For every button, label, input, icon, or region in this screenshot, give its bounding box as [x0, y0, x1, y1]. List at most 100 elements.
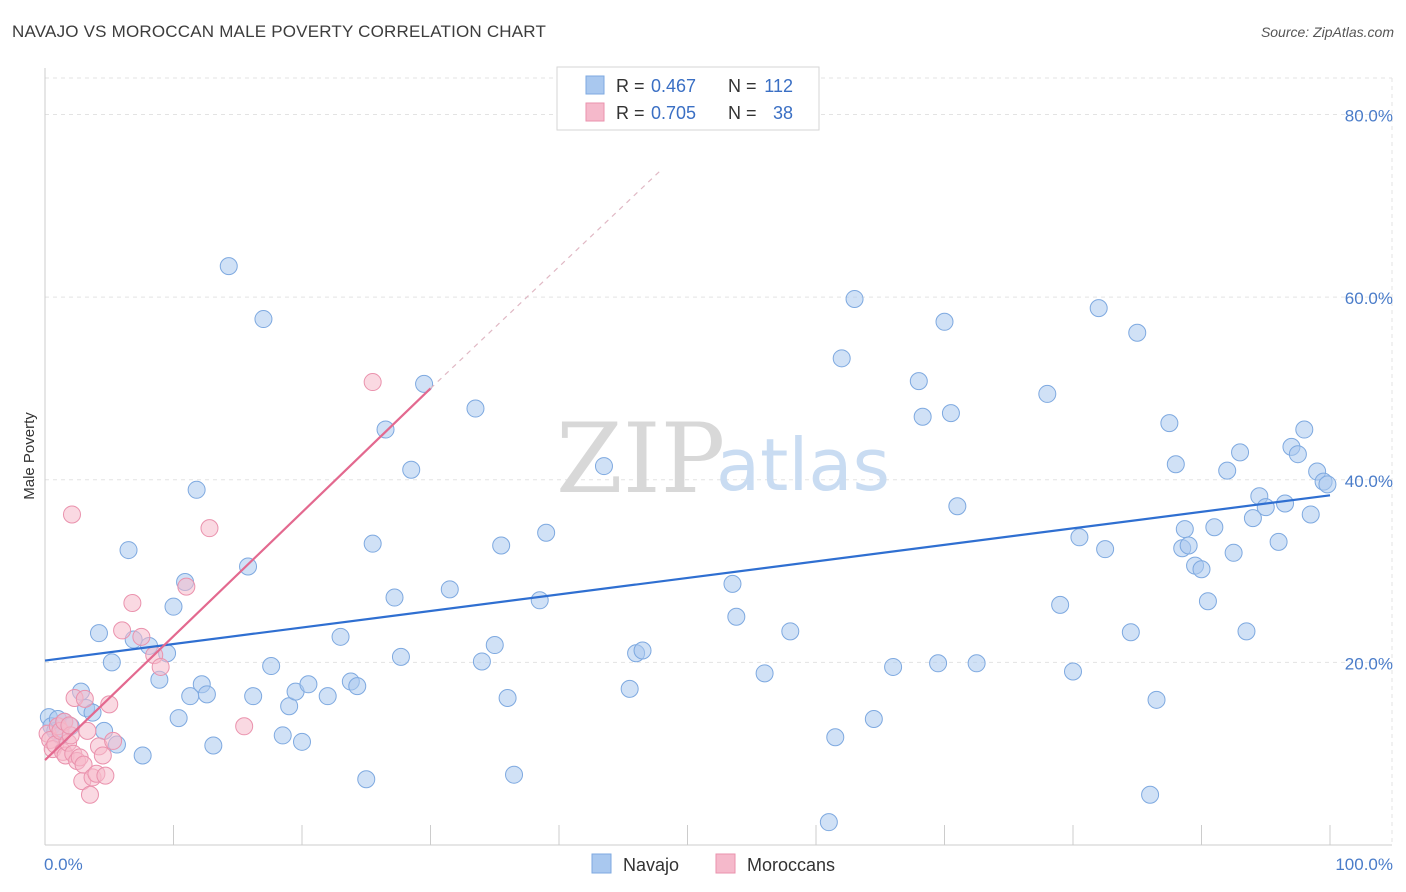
navajo-point — [723, 574, 742, 593]
navajo-point — [119, 541, 138, 560]
navajo-point — [864, 709, 883, 728]
legend-n-label: N = — [728, 103, 757, 123]
y-tick-label: 40.0% — [1345, 472, 1393, 491]
moroccans-trend-line — [44, 387, 432, 761]
navajo-point — [391, 647, 410, 666]
navajo-point — [244, 687, 263, 706]
navajo-point — [1243, 509, 1262, 528]
navajo-point — [935, 312, 954, 331]
y-tick-labels: 20.0% 40.0% 60.0% 80.0% — [1345, 107, 1393, 674]
navajo-point — [1192, 560, 1211, 579]
moroccans-point — [363, 373, 382, 392]
moroccans-trend-extension — [430, 168, 663, 389]
watermark-zip: ZIP — [556, 403, 725, 515]
navajo-point — [1038, 384, 1057, 403]
moroccans-point — [78, 721, 97, 740]
navajo-point — [1096, 540, 1115, 559]
navajo-point — [262, 657, 281, 676]
navajo-point — [1288, 445, 1307, 464]
navajo-point — [1160, 414, 1179, 433]
moroccans-point — [123, 594, 142, 613]
navajo-point — [1224, 543, 1243, 562]
navajo-point — [832, 349, 851, 368]
moroccans-point — [200, 519, 219, 538]
legend-n-label: N = — [728, 76, 757, 96]
moroccans-point — [151, 657, 170, 676]
y-tick-label: 80.0% — [1345, 107, 1393, 126]
navajo-point — [929, 654, 948, 673]
legend-n-value: 112 — [764, 76, 793, 96]
legend-r-value: 0.705 — [651, 103, 696, 123]
navajo-point — [781, 622, 800, 641]
navajo-point — [1166, 455, 1185, 474]
navajo-point — [472, 652, 491, 671]
navajo-point — [204, 736, 223, 755]
navajo-point — [293, 732, 311, 751]
navajo-point — [1198, 592, 1217, 611]
navajo-point — [299, 675, 318, 694]
moroccans-point — [132, 627, 151, 646]
moroccans-point — [60, 716, 79, 735]
navajo-point — [440, 580, 459, 599]
navajo-point — [169, 709, 188, 728]
moroccans-point — [75, 689, 94, 708]
moroccans-point — [113, 621, 132, 640]
legend-r-label: R = — [616, 76, 645, 96]
x-tick-label: 0.0% — [44, 855, 83, 874]
moroccans-point — [93, 746, 112, 765]
chart-source: Source: ZipAtlas.com — [1260, 24, 1394, 40]
navajo-point — [1089, 299, 1108, 318]
navajo-point — [1231, 443, 1250, 462]
navajo-point — [505, 765, 524, 784]
bottom-legend-label: Moroccans — [747, 855, 835, 875]
moroccans-point — [100, 695, 119, 714]
navajo-point — [755, 664, 774, 683]
navajo-point — [1070, 528, 1089, 547]
navajo-point — [1318, 475, 1337, 494]
navajo-point — [1218, 461, 1237, 480]
navajo-point — [620, 679, 639, 698]
navajo-point — [537, 523, 556, 542]
navajo-point — [331, 627, 350, 646]
navajo-point — [273, 726, 292, 745]
bottom-legend-swatch — [715, 853, 736, 874]
navajo-point — [1175, 520, 1194, 539]
bottom-legend: Navajo Moroccans — [591, 853, 835, 875]
navajo-point — [363, 534, 382, 553]
navajo-point — [357, 770, 376, 789]
legend-swatch — [585, 75, 605, 95]
moroccans-point — [104, 731, 123, 750]
y-tick-label: 20.0% — [1345, 654, 1393, 673]
moroccans-point — [96, 766, 115, 785]
navajo-point — [415, 374, 434, 393]
navajo-point — [594, 457, 613, 476]
watermark-atlas: atlas — [716, 423, 890, 507]
navajo-point — [826, 728, 845, 747]
bottom-legend-swatch — [591, 853, 612, 874]
navajo-point — [197, 685, 216, 704]
navajo-point — [727, 607, 746, 626]
navajo-trend-line — [44, 494, 1331, 662]
navajo-point — [1269, 532, 1288, 551]
chart-title: NAVAJO VS MOROCCAN MALE POVERTY CORRELAT… — [12, 22, 547, 41]
legend: R = 0.467 N = 112 R = 0.705 N = 38 — [556, 66, 820, 131]
navajo-point — [967, 654, 986, 673]
x-tick-label: 100.0% — [1335, 855, 1393, 874]
moroccans-point — [74, 755, 93, 774]
navajo-point — [1237, 622, 1256, 641]
navajo-point — [884, 657, 903, 676]
navajo-point — [164, 597, 183, 616]
y-tick-label: 60.0% — [1345, 289, 1393, 308]
navajo-point — [466, 399, 485, 418]
x-tick-labels: 0.0% 100.0% — [44, 855, 1393, 874]
navajo-point — [485, 636, 504, 655]
navajo-point — [948, 497, 967, 516]
navajo-point — [219, 257, 238, 276]
navajo-point — [1205, 518, 1224, 537]
navajo-point — [1064, 662, 1082, 681]
navajo-point — [941, 404, 960, 423]
navajo-point — [254, 310, 273, 329]
navajo-point — [530, 591, 549, 610]
moroccans-point — [80, 785, 99, 804]
